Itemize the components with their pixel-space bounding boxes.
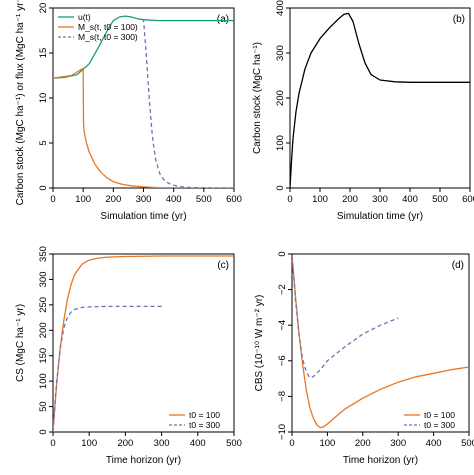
x-tick-label: 500: [461, 438, 474, 449]
y-tick-label: 5: [38, 140, 49, 145]
x-tick-label: 0: [287, 194, 292, 205]
x-axis-label: Time horizon (yr): [106, 455, 181, 466]
y-tick-label: 300: [38, 271, 49, 287]
x-tick-label: 300: [154, 438, 170, 449]
legend-label-1: t0 = 100: [189, 410, 220, 420]
x-tick-label: 200: [355, 438, 371, 449]
y-tick-label: 50: [38, 401, 49, 412]
x-tick-label: 0: [289, 438, 294, 449]
x-tick-label: 500: [432, 194, 448, 205]
legend-label-1: u(t): [78, 12, 91, 22]
legend-label-1: t0 = 100: [424, 410, 455, 420]
series-line-1: [53, 255, 234, 432]
y-tick-label: 350: [38, 246, 49, 262]
legend-label-2: M_s(t, t0 = 100): [78, 22, 138, 32]
x-tick-label: 300: [372, 194, 388, 205]
x-tick-label: 500: [226, 438, 242, 449]
y-tick-label: 100: [275, 135, 286, 151]
y-tick-label: 0: [38, 429, 49, 434]
x-tick-label: 600: [462, 194, 474, 205]
y-axis-label: CS (MgC ha⁻¹ yr): [15, 304, 26, 382]
y-axis-label: Carbon stock (MgC ha⁻¹): [252, 42, 263, 154]
y-tick-label: 0: [277, 251, 288, 256]
y-tick-label: −2: [277, 284, 288, 295]
series-line-2: [53, 305, 162, 432]
x-tick-label: 400: [190, 438, 206, 449]
x-tick-label: 300: [136, 194, 152, 205]
y-tick-label: 300: [275, 45, 286, 61]
y-tick-label: 15: [38, 48, 49, 59]
series-line-2: [53, 67, 234, 188]
x-tick-label: 200: [105, 194, 121, 205]
y-tick-label: 250: [38, 297, 49, 313]
legend-label-2: t0 = 300: [424, 420, 455, 430]
x-tick-label: 400: [426, 438, 442, 449]
plot-frame: [52, 253, 235, 433]
y-tick-label: 400: [275, 0, 286, 16]
series-line-1: [292, 255, 469, 429]
x-tick-label: 100: [81, 438, 97, 449]
x-tick-label: 300: [390, 438, 406, 449]
panel-tag: (d): [452, 260, 464, 271]
plot-frame: [289, 7, 471, 189]
y-tick-label: 0: [38, 185, 49, 190]
y-tick-label: −10: [277, 424, 288, 440]
x-tick-label: 0: [50, 194, 55, 205]
series-line-1: [290, 12, 470, 188]
x-tick-label: 0: [50, 438, 55, 449]
x-tick-label: 200: [117, 438, 133, 449]
chart-panel-4: 0 100 200 300 400 500 0 −2 −4 −6 −8 −10 Time horizon…: [254, 251, 474, 466]
chart-panel-1: 0 100 200 300 400 500 600 0 5 10 15 20 Simulation ti…: [15, 0, 242, 222]
y-tick-label: −6: [277, 355, 288, 366]
x-axis-label: Simulation time (yr): [337, 211, 423, 222]
x-tick-label: 100: [312, 194, 328, 205]
series-line-3: [142, 19, 234, 188]
x-tick-label: 400: [402, 194, 418, 205]
y-axis-label: CBS (10⁻¹⁰ W m⁻² yr): [254, 295, 265, 392]
legend-label-3: M_s(t, t0 = 300): [78, 32, 138, 42]
panel-tag: (b): [453, 14, 465, 25]
panel-tag: (c): [217, 260, 229, 271]
y-axis-label: Carbon stock (MgC ha⁻¹) or flux (MgC ha⁻…: [15, 0, 26, 205]
series-line-2: [292, 255, 399, 379]
y-tick-label: 10: [38, 93, 49, 104]
chart-panel-2: 0 100 200 300 400 500 600 0 100 200 300 400 Simulati…: [252, 0, 474, 222]
panel-tag: (a): [217, 14, 229, 25]
y-tick-label: −8: [277, 391, 288, 402]
y-tick-label: 200: [275, 90, 286, 106]
x-tick-label: 200: [342, 194, 358, 205]
chart-panel-3: 0 100 200 300 400 500 0 50 100 150 200 250 300 350 Tim…: [15, 246, 242, 466]
y-tick-label: 200: [38, 322, 49, 338]
y-tick-label: 0: [275, 185, 286, 190]
plot-frame: [291, 253, 470, 433]
x-tick-label: 100: [319, 438, 335, 449]
x-tick-label: 600: [226, 194, 242, 205]
y-tick-label: 150: [38, 348, 49, 364]
y-tick-label: −4: [277, 320, 288, 331]
x-axis-label: Simulation time (yr): [100, 211, 186, 222]
x-tick-label: 100: [75, 194, 91, 205]
y-tick-label: 20: [38, 3, 49, 14]
series-line-1: [53, 15, 234, 79]
x-tick-label: 400: [166, 194, 182, 205]
x-axis-label: Time horizon (yr): [343, 455, 418, 466]
x-tick-label: 500: [196, 194, 212, 205]
legend-label-2: t0 = 300: [189, 420, 220, 430]
y-tick-label: 100: [38, 373, 49, 389]
